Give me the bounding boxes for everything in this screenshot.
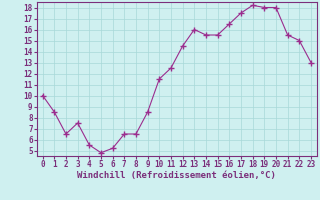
X-axis label: Windchill (Refroidissement éolien,°C): Windchill (Refroidissement éolien,°C): [77, 171, 276, 180]
